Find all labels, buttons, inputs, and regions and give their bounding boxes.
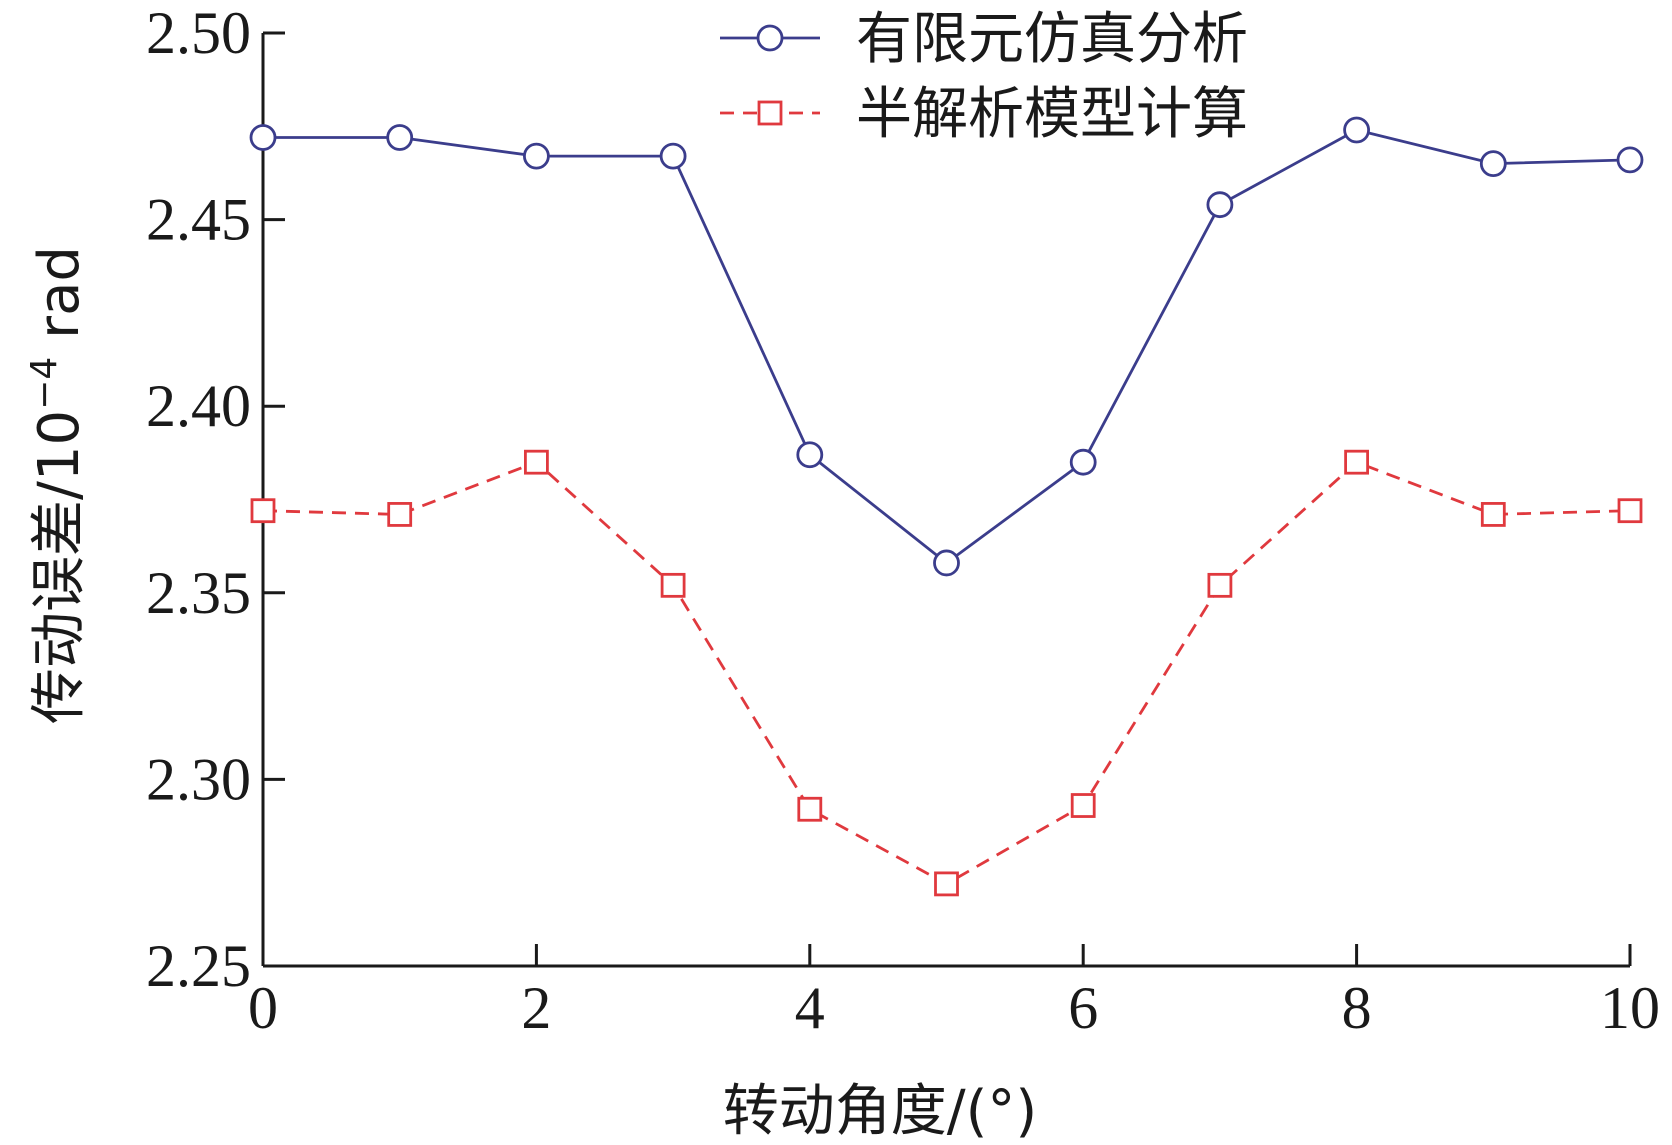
data-point-square [1070, 793, 1096, 818]
series-line [263, 128, 1631, 565]
x-tick-label: 6 [1068, 975, 1098, 1041]
series-1 [249, 116, 1644, 577]
y-axis-title-exponent: −4 [24, 357, 65, 410]
data-point-square [797, 796, 823, 822]
y-tick-label: 2.30 [146, 746, 251, 812]
x-tick-label: 2 [521, 975, 551, 1041]
data-point-circle [659, 142, 687, 170]
data-point-circle [933, 549, 960, 577]
data-point-circle [1616, 146, 1644, 174]
data-point-circle [1069, 448, 1097, 476]
x-tick-label: 0 [248, 975, 278, 1041]
series-layer [249, 116, 1644, 897]
data-point-circle [249, 124, 277, 151]
y-axis-title-unit: rad [27, 246, 92, 357]
y-tick-label: 2.35 [146, 560, 251, 626]
data-point-square [1344, 449, 1369, 475]
x-tick-label: 10 [1600, 975, 1660, 1041]
data-point-circle [1343, 116, 1370, 144]
data-point-square [1480, 502, 1506, 527]
legend-entry-1: 有限元仿真分析 [720, 7, 1248, 72]
data-point-square [250, 498, 276, 524]
x-tick-label: 4 [795, 975, 825, 1041]
data-point-square [1207, 572, 1233, 598]
legend-label: 半解析模型计算 [856, 82, 1248, 147]
data-point-circle [1479, 150, 1507, 178]
tick-marks: 2.25 2.30 2.35 2.40 2.45 2.50 0 2 4 6 8 10 [146, 0, 1660, 1041]
y-axis-title: 传动误差/10−4 rad [24, 246, 92, 724]
data-point-square [934, 871, 959, 897]
data-point-circle [1206, 191, 1234, 219]
legend-entry-2: 半解析模型计算 [720, 82, 1248, 147]
axes [261, 33, 1630, 968]
legend-marker-circle [756, 24, 784, 52]
data-point-circle [796, 441, 824, 469]
y-tick-label: 2.40 [146, 373, 251, 439]
data-point-square [1617, 498, 1643, 524]
data-point-square [524, 449, 549, 475]
y-tick-label: 2.25 [146, 933, 251, 999]
data-point-circle [523, 142, 550, 170]
series-line [262, 460, 1631, 886]
x-tick-label: 8 [1342, 975, 1372, 1041]
legend-label: 有限元仿真分析 [856, 7, 1248, 72]
data-point-circle [386, 124, 414, 151]
series-2 [250, 449, 1643, 897]
x-axis-title: 转动角度/(°) [723, 1079, 1038, 1144]
y-tick-label: 2.45 [146, 187, 251, 253]
data-point-square [387, 502, 413, 527]
y-tick-label: 2.50 [146, 0, 251, 66]
y-axis-title-prefix: 传动误差/10 [27, 410, 92, 724]
data-point-square [660, 572, 686, 598]
legend-marker-square [757, 100, 783, 126]
